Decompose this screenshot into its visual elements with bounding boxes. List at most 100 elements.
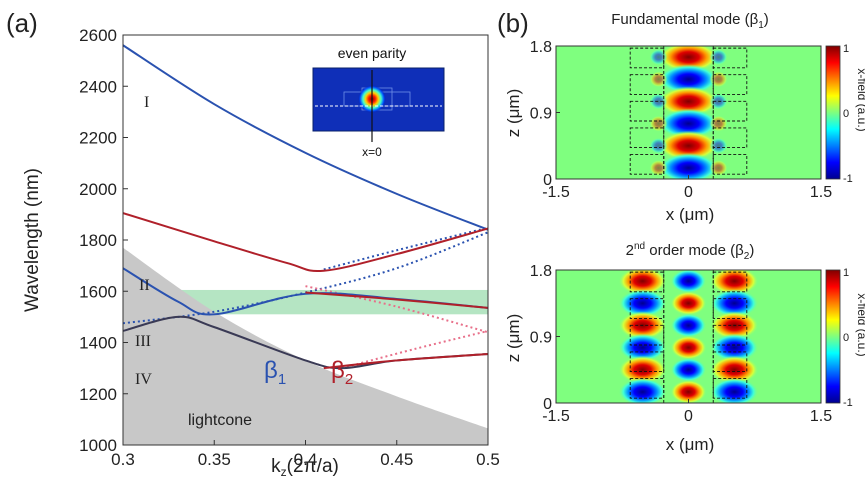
band-IV-red-segment [323,353,488,370]
dispersion-chart: 0.3 0.35 0.4 0.45 0.5 1000 1200 1400 1600 1800 200… [22,26,500,478]
inset-title: even parity [338,45,406,61]
waveguide-segment-outline [629,74,665,95]
side-field-lobe [709,71,728,88]
map-x-tick-label: -1.5 [542,408,570,425]
band-II-uncoupled-dots [323,226,488,271]
top-map-xlabel: x (μm) [666,205,715,224]
waveguide-segment-outline [712,298,748,319]
inset-mode-profile: even parity x=0 [312,45,445,159]
band-label-IV: IV [135,371,152,388]
y-tick-label: 2000 [79,180,117,199]
negative-field-lobe [658,64,719,95]
band-label-I: I [144,94,149,111]
side-field-lobe [709,159,728,176]
y-tick-label: 1400 [79,334,117,353]
side-field-lobe [649,49,668,66]
x-tick-label: 0.3 [111,450,135,469]
top-map-title: Fundamental mode (β1) [611,11,769,31]
map-x-tick-label: 1.5 [810,408,832,425]
map-y-tick-label: 1.8 [530,39,552,56]
map-y-tick-label: 1.8 [530,263,552,280]
negative-field-lobe [658,152,719,179]
side-field-lobe [649,93,668,110]
band-III-red-segment [305,291,488,309]
negative-field-lobe [670,270,707,294]
x-tick-label: 0.45 [380,450,413,469]
y-axis-title: Wavelength (nm) [22,168,43,312]
top-colorbar [825,45,841,180]
fundamental-mode-map: Fundamental mode (β1) -1.5 0 1.500.91.8 z … [504,11,865,224]
band-label-III: III [135,333,151,350]
side-field-lobe [709,115,728,132]
waveguide-segment-outline [629,100,665,122]
inset-xlabel: x=0 [362,145,382,159]
map-y-tick-label: 0 [543,396,552,413]
y-tick-label: 2400 [79,77,117,96]
bottom-map-title: 2nd order mode (β2) [626,241,755,262]
waveguide-segment-outline [629,351,665,373]
lightcone-region [123,247,488,445]
positive-field-lobe [658,46,719,73]
negative-field-lobe [658,108,719,139]
waveguide-segment-outline [629,47,665,69]
positive-field-lobe [670,379,707,403]
waveguide-segment-outline [712,154,748,175]
y-tick-label: 1600 [79,282,117,301]
band-IV-uncoupled-dots-upper [305,285,488,334]
waveguide-segment-outline [712,378,748,399]
bottom-colorbar [825,269,841,404]
bottom-colorbar-tick-minus1: -1 [843,397,853,409]
waveguide-segment-outline [629,298,665,319]
map-x-tick-label: 0 [684,184,693,201]
band-IV-uncoupled-dots-lower [341,329,488,370]
waveguide-segment-outline [629,271,665,293]
bottom-colorbar-tick-1: 1 [843,267,849,279]
side-field-lobe [709,137,728,154]
x-axis-title: kz(2π/a) [271,456,339,478]
top-colorbar-tick-1: 1 [843,43,849,55]
map-x-tick-label: 0 [684,408,693,425]
x-tick-label: 0.5 [476,450,500,469]
map-y-tick-label: 0 [543,172,552,189]
map-y-tick-label: 0.9 [530,106,552,123]
positive-field-lobe [670,335,707,360]
positive-field-lobe [658,86,719,117]
y-tick-label: 2200 [79,129,117,148]
waveguide-segment-outline [629,378,665,399]
positive-field-lobe [658,130,719,161]
positive-field-lobe [670,291,707,316]
y-tick-label: 1800 [79,231,117,250]
panel-a-label: (a) [6,8,38,38]
negative-field-lobe [670,357,707,382]
x-tick-label: 0.35 [198,450,231,469]
top-colorbar-tick-minus1: -1 [843,173,853,185]
top-colorbar-tick-0: 0 [843,108,849,120]
beta1-label: β1 [264,357,286,388]
side-field-lobe [649,71,668,88]
panel-b-label: (b) [497,8,529,38]
negative-field-lobe [710,377,759,403]
band-label-II: II [139,277,150,294]
band-I-line [123,44,488,231]
side-field-lobe [649,159,668,176]
map-y-tick-label: 0.9 [530,330,552,347]
y-tick-label: 1200 [79,385,117,404]
bottom-map-ylabel: z (μm) [504,314,523,363]
band-II-line [123,212,488,273]
bottom-colorbar-label: x-field (a.u.) [855,293,865,356]
negative-field-lobe [618,289,667,318]
side-field-lobe [649,137,668,154]
top-colorbar-label: x-field (a.u.) [855,68,865,131]
beta2-label: β2 [331,357,353,388]
second-order-mode-map: 2nd order mode (β2) -1.5 0 1.500.91.8 z (μ… [504,241,865,454]
waveguide-segment-outline [712,74,748,95]
side-field-lobe [649,115,668,132]
y-tick-label: 1000 [79,436,117,455]
x-tick-label: 0.4 [294,450,318,469]
map-x-tick-label: 1.5 [810,184,832,201]
waveguide-segment-outline [629,154,665,175]
side-field-lobe [709,49,728,66]
waveguide-segment-outline [629,324,665,346]
bottom-colorbar-tick-0: 0 [843,332,849,344]
